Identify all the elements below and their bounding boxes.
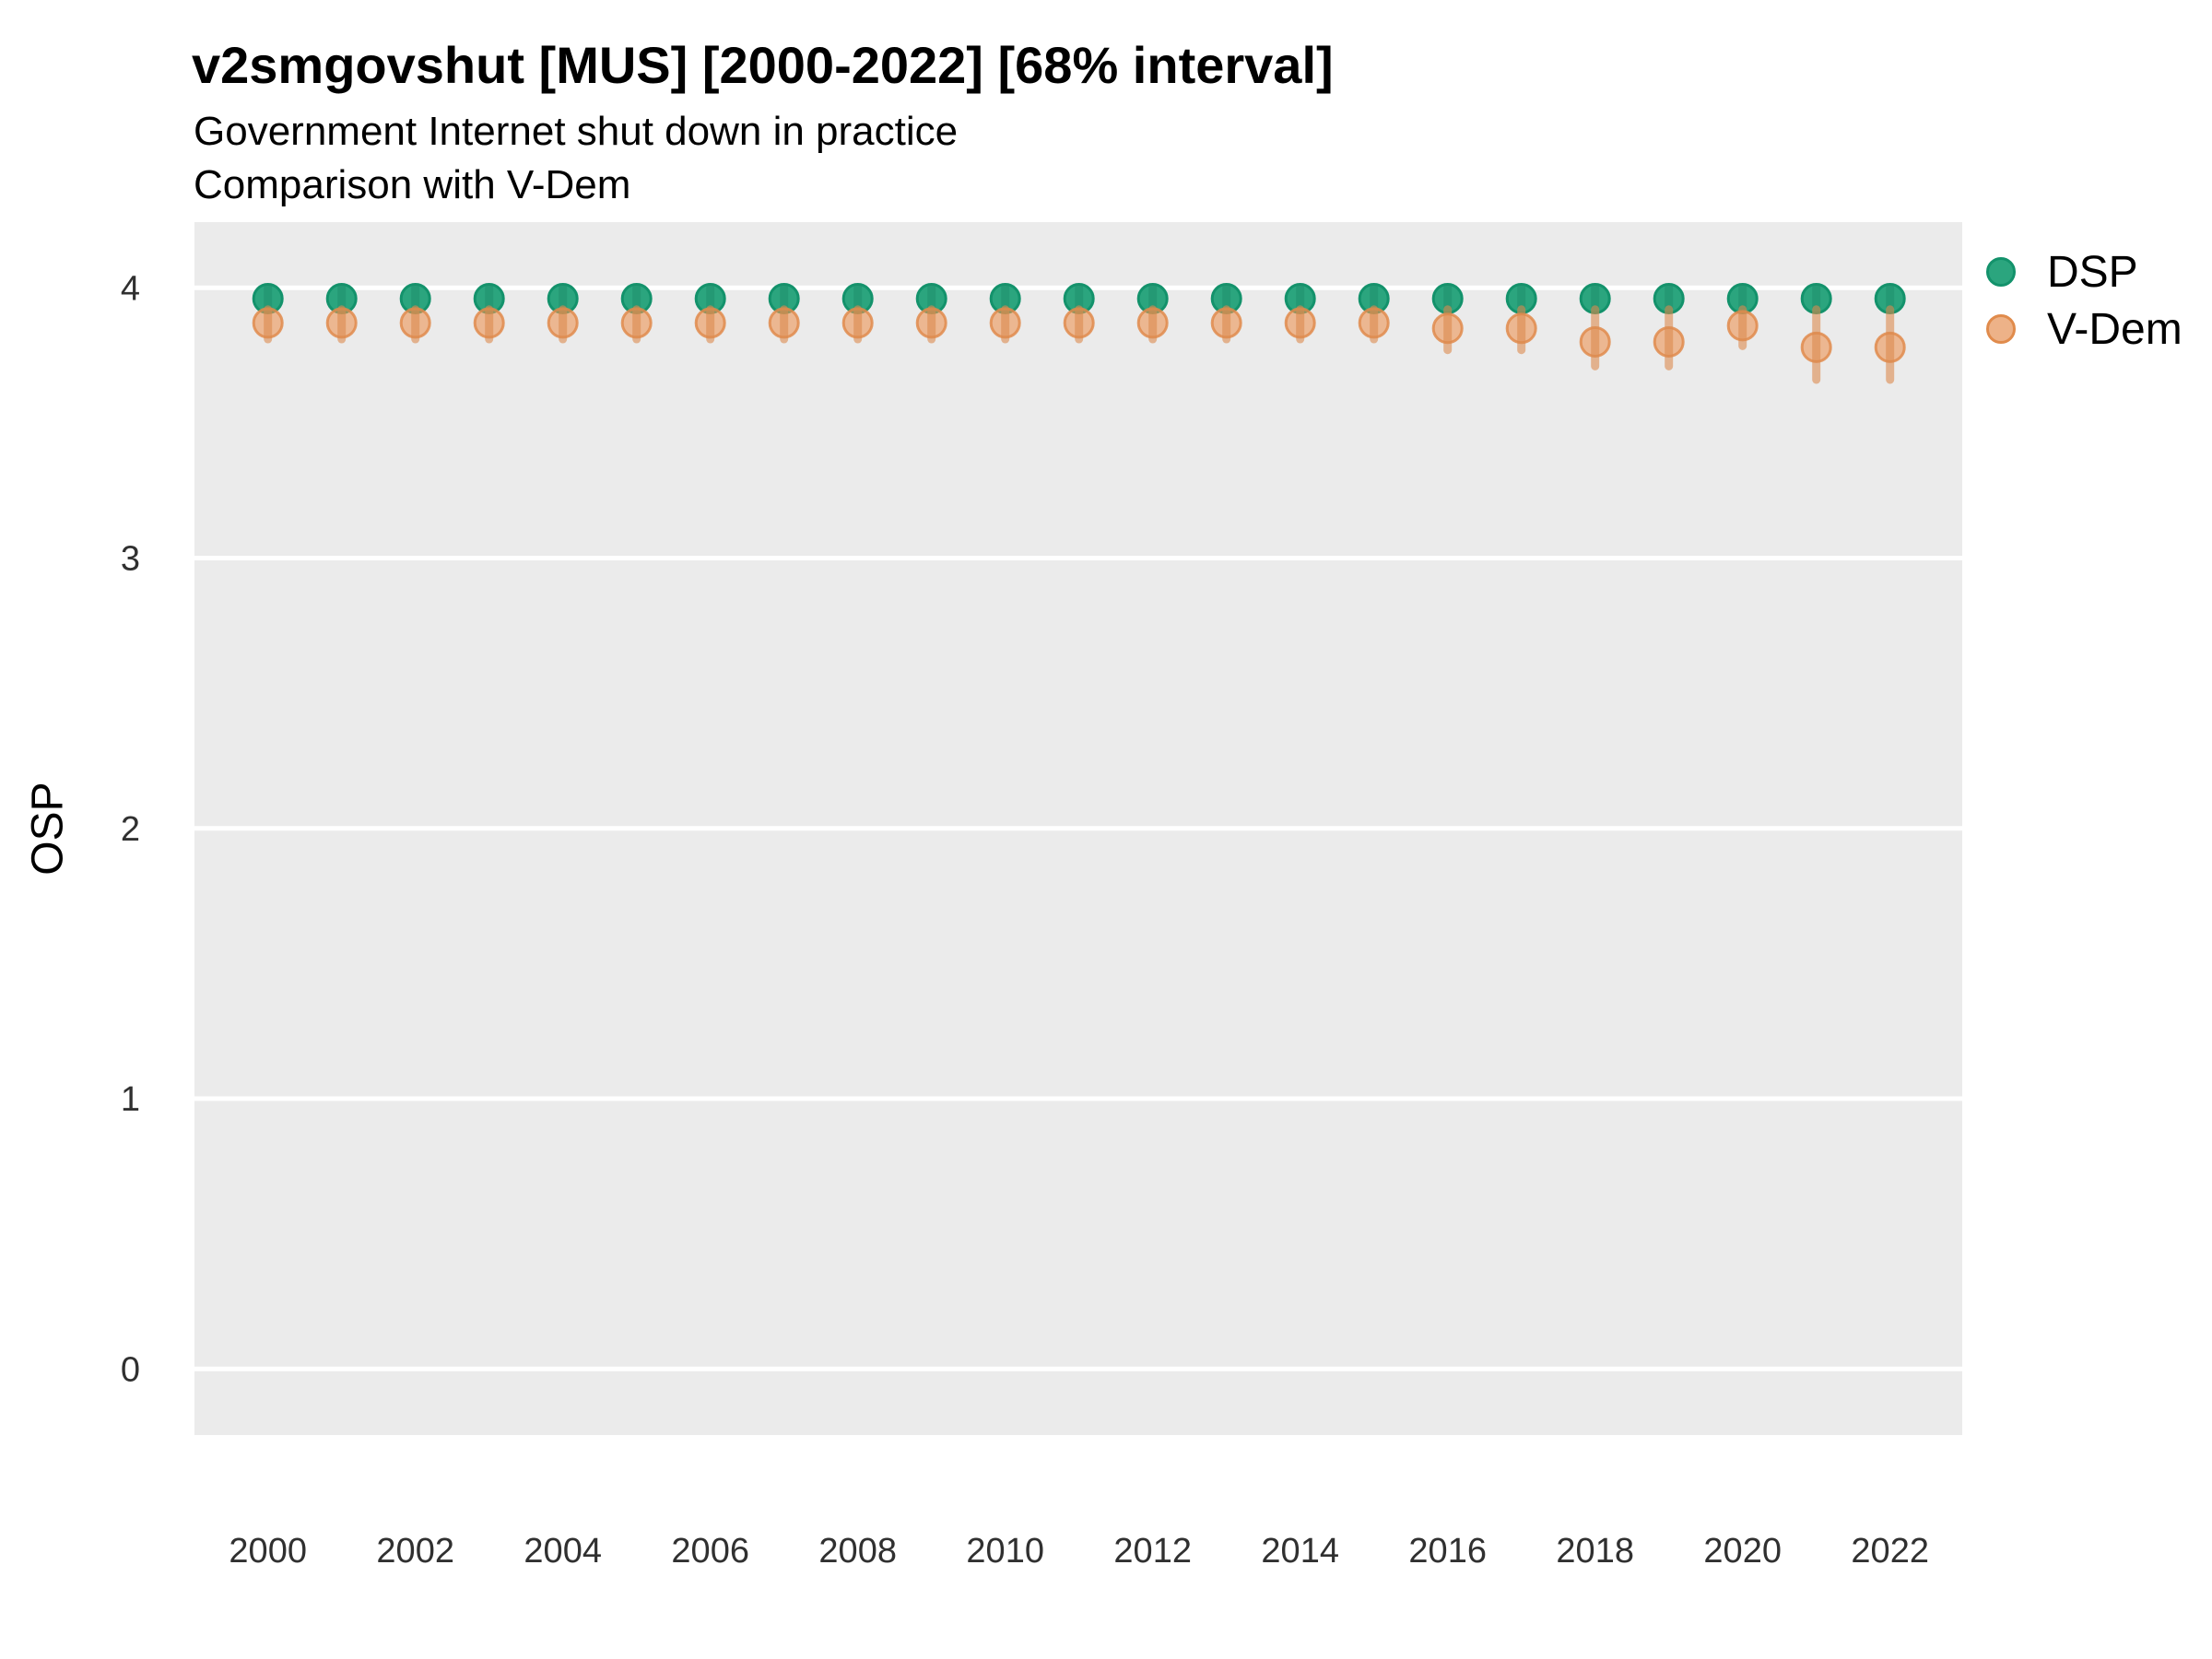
legend-label-vdem: V-Dem [2047,304,2183,354]
x-tick-label-2004: 2004 [524,1532,602,1571]
x-tick-label-2006: 2006 [671,1532,749,1571]
legend-item-vdem: V-Dem [1986,300,2183,358]
y-tick-label-3: 3 [121,540,140,579]
x-tick-label-2020: 2020 [1703,1532,1782,1571]
x-tick-label-2000: 2000 [229,1532,307,1571]
x-tick-label-2008: 2008 [818,1532,897,1571]
x-tick-label-2002: 2002 [376,1532,454,1571]
chart-title: v2smgovshut [MUS] [2000-2022] [68% inter… [192,36,1334,94]
x-tick-label-2012: 2012 [1113,1532,1192,1571]
x-tick-label-2014: 2014 [1261,1532,1339,1571]
x-tick-label-2022: 2022 [1851,1532,1929,1571]
y-tick-label-0: 0 [121,1350,140,1389]
legend-item-dsp: DSP [1986,243,2183,300]
chart-subtitle: Government Internet shut down in practic… [194,109,959,154]
x-tick-label-2016: 2016 [1408,1532,1487,1571]
x-tick-label-2010: 2010 [966,1532,1044,1571]
chart-subtitle-comparison: Comparison with V-Dem [194,162,631,207]
legend: DSP V-Dem [1986,243,2183,358]
y-tick-label-1: 1 [121,1080,140,1119]
legend-label-dsp: DSP [2047,247,2138,297]
legend-swatch-vdem [1986,314,2016,344]
y-tick-label-4: 4 [121,269,140,308]
x-tick-label-2018: 2018 [1556,1532,1634,1571]
legend-swatch-dsp [1986,257,2016,287]
y-tick-label-2: 2 [121,810,140,849]
